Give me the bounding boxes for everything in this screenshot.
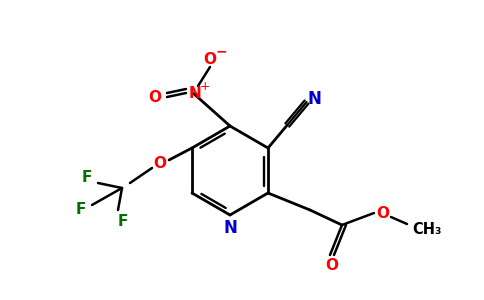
Text: O: O [377,206,390,220]
Text: F: F [76,202,86,217]
Text: O: O [203,52,216,67]
Text: O: O [149,89,162,104]
Text: +: + [200,80,211,94]
Text: F: F [118,214,128,229]
Text: F: F [82,170,92,185]
Text: O: O [326,259,338,274]
Text: N: N [308,90,321,108]
Text: N: N [223,219,237,237]
Text: N: N [189,86,201,101]
Text: −: − [215,44,227,58]
Text: O: O [153,155,166,170]
Text: CH₃: CH₃ [412,223,442,238]
